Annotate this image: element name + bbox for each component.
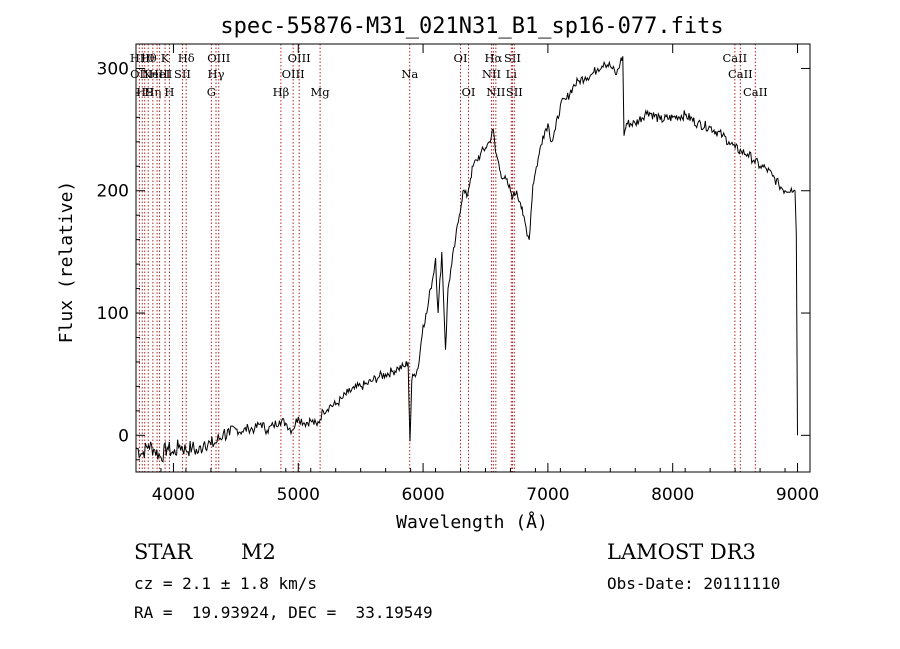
line-marker-label: OIII bbox=[207, 51, 230, 65]
line-marker-label: Hβ bbox=[273, 85, 290, 99]
line-marker-label: Hγ bbox=[208, 67, 225, 81]
x-tick-label: 4000 bbox=[152, 485, 195, 505]
line-marker-label: CaII bbox=[728, 67, 753, 81]
y-axis-ticks: 0 100 200 300 bbox=[97, 43, 810, 461]
x-tick-label: 7000 bbox=[526, 485, 569, 505]
y-tick-label: 0 bbox=[118, 426, 129, 446]
line-marker-label: NII bbox=[482, 67, 501, 81]
ra-dec-coordinates: RA = 19.93924, DEC = 33.19549 bbox=[134, 603, 433, 622]
x-tick-label: 6000 bbox=[401, 485, 444, 505]
line-marker-label: SII bbox=[506, 85, 523, 99]
x-tick-label: 8000 bbox=[651, 485, 694, 505]
line-marker-label: H9 bbox=[136, 85, 153, 99]
x-tick-label: 5000 bbox=[277, 485, 320, 505]
object-subclass: M2 bbox=[241, 540, 276, 564]
line-marker-label: Hα bbox=[484, 51, 502, 65]
object-class: STAR bbox=[134, 540, 193, 564]
y-tick-label: 200 bbox=[97, 182, 129, 202]
line-markers: OIIH10H9HθHηNeIIIHeIKHSIIHδGHγOIIIHβOIII… bbox=[130, 44, 768, 472]
spectrum-line bbox=[135, 56, 798, 463]
line-marker-label: Mg bbox=[311, 85, 331, 99]
line-marker-label: OI bbox=[462, 85, 476, 99]
redshift-cz: cz = 2.1 ± 1.8 km/s bbox=[134, 574, 318, 593]
line-marker-label: OII bbox=[130, 67, 149, 81]
x-tick-label: 9000 bbox=[776, 485, 819, 505]
line-marker-label: Hδ bbox=[178, 51, 195, 65]
line-marker-label: CaII bbox=[722, 51, 747, 65]
line-marker-label: NII bbox=[486, 85, 505, 99]
y-tick-label: 300 bbox=[97, 59, 129, 79]
line-marker-label: OIII bbox=[288, 51, 311, 65]
plot-frame bbox=[135, 43, 811, 473]
line-marker-label: Hη bbox=[144, 85, 161, 99]
x-axis-label: Wavelength (Å) bbox=[396, 511, 548, 533]
line-marker-label: Hθ bbox=[140, 51, 157, 65]
chart-title: spec-55876-M31_021N31_B1_sp16-077.fits bbox=[220, 14, 723, 39]
line-marker-label: CaII bbox=[743, 85, 768, 99]
y-tick-label: 100 bbox=[97, 304, 129, 324]
line-marker-label: G bbox=[207, 85, 216, 99]
line-marker-label: Na bbox=[401, 67, 418, 81]
line-marker-label: NeIII bbox=[142, 67, 173, 81]
survey-name: LAMOST DR3 bbox=[607, 540, 756, 564]
line-marker-label: H bbox=[164, 85, 174, 99]
line-marker-label: OIII bbox=[282, 67, 305, 81]
line-marker-label: OI bbox=[454, 51, 468, 65]
line-marker-label: HeI bbox=[149, 67, 170, 81]
line-marker-label: SII bbox=[174, 67, 191, 81]
line-marker-label: Li bbox=[506, 67, 518, 81]
x-axis-ticks: 4000 5000 6000 7000 8000 9000 bbox=[135, 44, 819, 505]
line-marker-label: SII bbox=[504, 51, 521, 65]
y-axis-label: Flux (relative) bbox=[56, 181, 77, 344]
observation-date: Obs-Date: 20111110 bbox=[607, 574, 781, 593]
line-marker-label: K bbox=[161, 51, 170, 65]
